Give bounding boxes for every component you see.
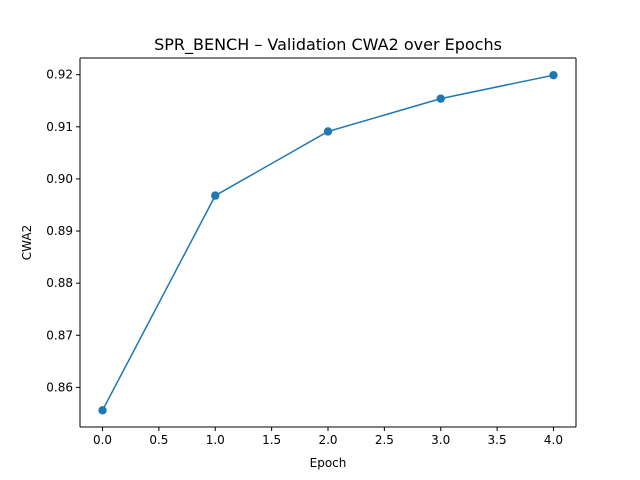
y-tick-label: 0.92 [46,68,73,82]
x-tick-label: 1.0 [206,433,225,447]
x-tick-label: 0.0 [93,433,112,447]
data-point [323,127,333,136]
data-point [211,191,220,200]
chart-title: SPR_BENCH – Validation CWA2 over Epochs [154,35,502,55]
x-tick-label: 2.0 [318,433,337,447]
data-point [549,70,558,80]
y-axis-ticks: 0.86 0.87 0.88 0.89 0.90 0.91 0.92 [46,68,80,394]
data-point [98,406,107,415]
x-tick-label: 3.0 [431,433,450,447]
x-axis-ticks: 0.0 0.5 1.0 1.5 2.0 2.5 3.0 3.5 4.0 [93,427,563,447]
y-tick-label: 0.90 [46,172,73,186]
axes-spines [79,57,577,428]
x-tick-label: 0.5 [149,433,168,447]
y-tick-label: 0.91 [46,120,73,134]
data-point [436,94,445,103]
x-tick-label: 1.5 [262,433,281,447]
series-layer [98,70,558,415]
x-tick-label: 2.5 [375,433,394,447]
x-tick-label: 3.5 [488,433,507,447]
x-tick-label: 4.0 [544,433,563,447]
y-axis-label: CWA2 [20,225,34,260]
y-tick-label: 0.88 [46,276,73,290]
y-tick-label: 0.89 [46,224,73,238]
x-axis-label: Epoch [310,456,347,470]
y-tick-label: 0.86 [46,380,73,394]
plot-area [80,58,576,427]
y-tick-label: 0.87 [46,328,73,342]
